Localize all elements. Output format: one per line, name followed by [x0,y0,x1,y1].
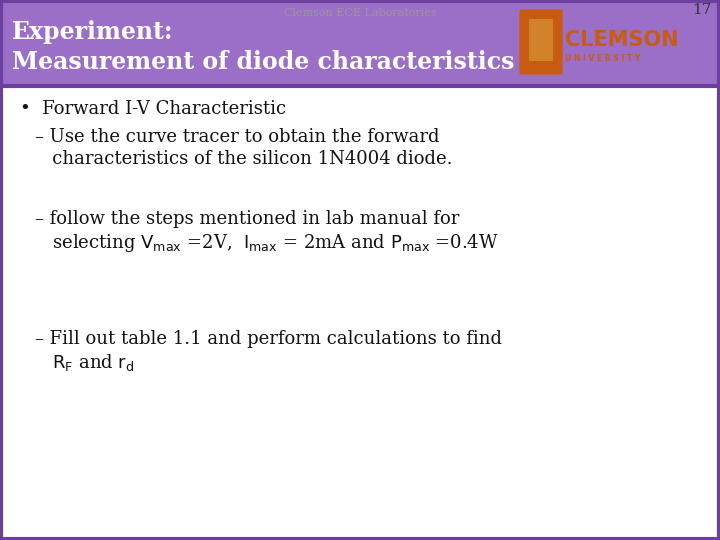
Text: Measurement of diode characteristics: Measurement of diode characteristics [12,50,515,74]
Text: selecting $\mathrm{V_{max}}$ =2V,  $\mathrm{I_{max}}$ = 2mA and $\mathrm{P_{max}: selecting $\mathrm{V_{max}}$ =2V, $\math… [35,232,499,254]
FancyBboxPatch shape [529,19,553,61]
Bar [1,1,719,86]
Text: CLEMSON: CLEMSON [565,30,678,50]
Text: – Use the curve tracer to obtain the forward: – Use the curve tracer to obtain the for… [35,128,439,146]
Text: U N I V E R S I T Y: U N I V E R S I T Y [565,54,640,63]
Text: – follow the steps mentioned in lab manual for: – follow the steps mentioned in lab manu… [35,210,459,228]
Text: 17: 17 [693,3,712,17]
Text: Clemson ECE Laboratories: Clemson ECE Laboratories [284,8,436,18]
Text: •  Forward I-V Characteristic: • Forward I-V Characteristic [20,100,286,118]
Text: Experiment:: Experiment: [12,20,174,44]
FancyBboxPatch shape [520,10,562,74]
Text: $\mathrm{R_F}$ and $\mathrm{r_d}$: $\mathrm{R_F}$ and $\mathrm{r_d}$ [35,352,135,373]
Text: – Fill out table 1.1 and perform calculations to find: – Fill out table 1.1 and perform calcula… [35,330,502,348]
Text: characteristics of the silicon 1N4004 diode.: characteristics of the silicon 1N4004 di… [35,150,452,168]
